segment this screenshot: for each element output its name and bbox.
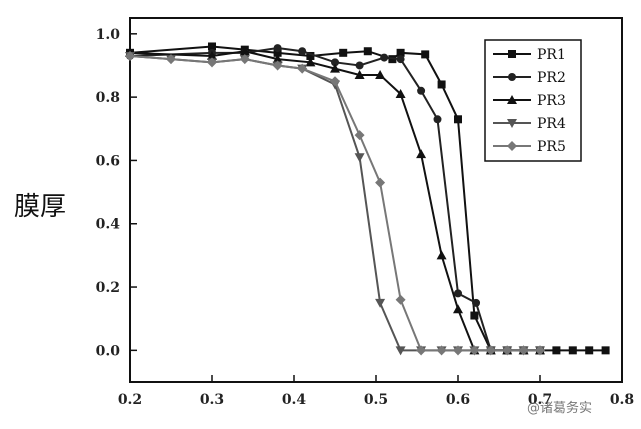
plot-area: 0.2 0.3 0.4 0.5 0.6 0.7 0.8 0.0 0.2 0.4 0.6 0.8 1.0	[96, 17, 634, 408]
data-point-pr1	[208, 42, 216, 51]
y-tick-label: 0.2	[96, 280, 120, 296]
data-point-pr5	[239, 54, 250, 65]
series-pr5	[125, 50, 545, 356]
series-layer	[125, 42, 610, 356]
data-point-pr2	[273, 44, 282, 53]
data-point-pr2	[298, 47, 307, 56]
data-point-pr5	[354, 130, 365, 141]
data-point-pr2	[355, 61, 364, 70]
data-point-pr3	[436, 250, 447, 260]
data-point-pr3	[395, 88, 406, 98]
legend-marker	[508, 50, 516, 58]
x-tick-label: 0.6	[446, 392, 470, 408]
data-point-pr1	[396, 48, 405, 57]
data-point-pr5	[395, 294, 406, 305]
y-axis: 0.0 0.2 0.4 0.6 0.8 1.0	[96, 27, 137, 359]
y-axis-label: 膜厚	[14, 192, 66, 222]
x-tick-label: 0.7	[528, 392, 552, 408]
series-line-pr4	[129, 54, 540, 352]
data-point-pr5	[535, 345, 545, 356]
y-tick-label: 0.4	[96, 217, 121, 233]
data-point-pr5	[207, 57, 217, 68]
data-point-pr2	[380, 53, 389, 62]
legend-marker	[507, 141, 517, 151]
watermark: @诸葛务实	[527, 400, 592, 416]
data-point-pr2	[433, 115, 442, 124]
legend-label: PR2	[537, 70, 566, 86]
data-point-pr5	[502, 345, 513, 356]
data-point-pr3	[239, 46, 250, 56]
data-point-pr1	[470, 311, 479, 320]
data-point-pr1	[363, 47, 372, 56]
legend-item-pr3: PR3	[493, 93, 566, 109]
data-point-pr5	[436, 345, 447, 356]
legend: PR1 PR2 PR3 PR4 PR5	[484, 39, 582, 162]
legend-marker	[508, 73, 516, 81]
data-point-pr1	[568, 346, 577, 355]
x-tick-label: 0.5	[364, 392, 388, 408]
data-point-pr4	[395, 346, 406, 356]
legend-marker	[507, 95, 517, 104]
data-point-pr5	[166, 54, 176, 65]
data-point-pr1	[421, 50, 430, 59]
data-point-pr3	[416, 149, 427, 159]
data-point-pr1	[552, 346, 561, 355]
y-tick-label: 0.0	[96, 343, 121, 359]
data-point-pr1	[339, 48, 348, 57]
legend-item-pr5: PR5	[493, 139, 566, 155]
legend-item-pr1: PR1	[493, 47, 566, 63]
data-point-pr2	[472, 298, 481, 307]
data-point-pr3	[375, 69, 386, 79]
data-point-pr3	[272, 54, 283, 64]
data-point-pr1	[273, 48, 282, 57]
legend-label: PR1	[537, 47, 566, 63]
data-point-pr3	[453, 304, 463, 314]
data-point-pr4	[375, 298, 386, 308]
series-pr2	[126, 44, 544, 355]
legend-label: PR3	[537, 93, 566, 109]
data-point-pr1	[437, 80, 446, 89]
data-point-pr3	[305, 57, 316, 67]
data-point-pr1	[585, 346, 594, 355]
data-point-pr4	[354, 153, 365, 163]
y-tick-label: 0.8	[96, 90, 120, 106]
x-tick-label: 0.8	[610, 392, 634, 408]
y-tick-label: 1.0	[96, 27, 121, 43]
x-tick-label: 0.2	[118, 392, 142, 408]
data-point-pr5	[453, 345, 463, 356]
legend-label: PR4	[537, 116, 566, 132]
data-point-pr5	[272, 60, 283, 71]
legend-marker	[507, 119, 517, 128]
series-pr3	[125, 46, 545, 355]
data-point-pr3	[330, 63, 340, 73]
series-line-pr5	[129, 54, 540, 352]
x-tick-label: 0.3	[200, 392, 224, 408]
data-point-pr1	[601, 346, 610, 355]
legend-item-pr2: PR2	[493, 70, 566, 86]
legend-item-pr4: PR4	[493, 116, 566, 132]
x-tick-label: 0.4	[282, 392, 307, 408]
data-point-pr2	[396, 55, 405, 64]
data-point-pr5	[125, 50, 135, 61]
data-point-pr5	[375, 177, 386, 188]
data-point-pr5	[416, 345, 427, 356]
data-point-pr5	[518, 345, 529, 356]
data-point-pr3	[207, 50, 217, 60]
data-point-pr3	[354, 69, 365, 79]
data-point-pr5	[330, 76, 340, 87]
legend-label: PR5	[537, 139, 566, 155]
data-point-pr5	[469, 345, 480, 356]
data-point-pr1	[454, 115, 462, 124]
data-point-pr1	[306, 51, 315, 60]
series-pr4	[125, 51, 545, 356]
data-point-pr2	[454, 289, 462, 298]
data-point-pr2	[331, 58, 339, 67]
y-tick-label: 0.6	[96, 153, 120, 169]
data-point-pr5	[485, 345, 496, 356]
x-axis: 0.2 0.3 0.4 0.5 0.6 0.7 0.8	[118, 375, 634, 408]
data-point-pr5	[297, 63, 308, 74]
data-point-pr2	[417, 86, 426, 95]
